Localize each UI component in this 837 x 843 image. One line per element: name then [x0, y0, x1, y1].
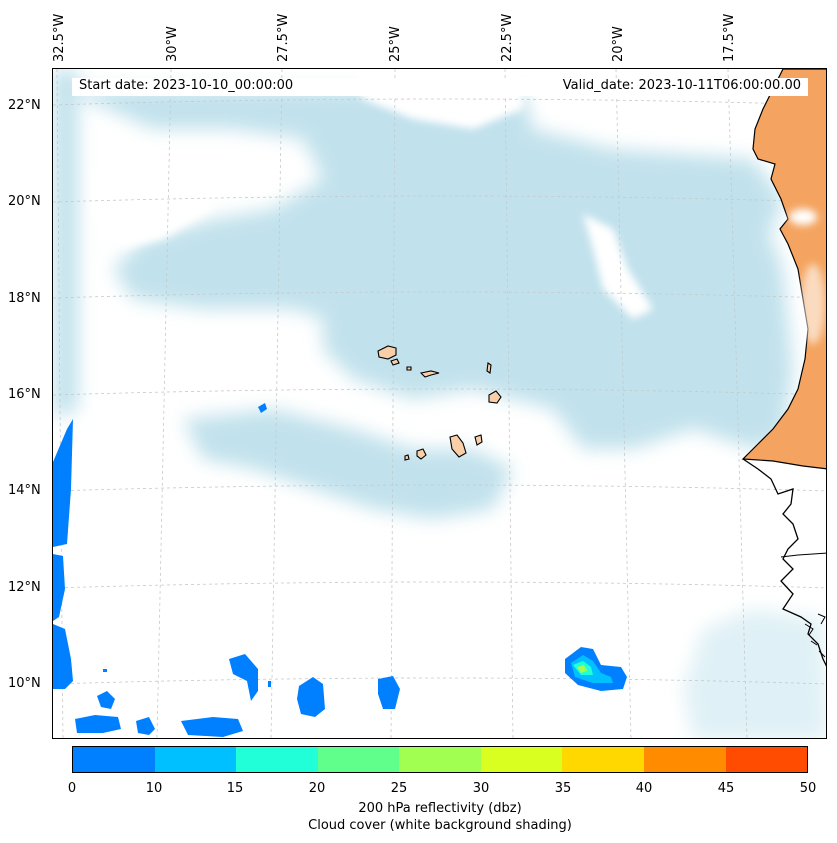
reflectivity-west-edge-3	[53, 624, 73, 689]
island-santa-luzia	[406, 366, 412, 371]
lat-label-10n: 10°N	[8, 676, 41, 691]
cloud-gap-east	[583, 214, 653, 319]
reflectivity-south-4	[181, 717, 243, 737]
date-annotation-box	[72, 78, 808, 96]
lat-label-22n: 22°N	[8, 98, 41, 113]
coast-gambia-river	[780, 552, 826, 558]
colorbar-tick-10: 10	[145, 781, 163, 796]
cloud-cover-layer	[53, 69, 826, 738]
cloud-cover-southeast	[683, 609, 826, 738]
colorbar-tick-30: 30	[472, 781, 490, 796]
colorbar-tick-20: 20	[308, 781, 326, 796]
reflectivity-west-edge-1	[53, 419, 73, 547]
lat-label-20n: 20°N	[8, 194, 41, 209]
colorbar-tick-35: 35	[554, 781, 572, 796]
island-fogo	[416, 448, 427, 460]
lon-label-32-5w: 32.5°W	[52, 13, 67, 62]
colorbar-bin-4	[399, 747, 481, 772]
colorbar-bin-3	[317, 747, 400, 772]
colorbar-tick-0: 0	[67, 781, 77, 796]
reflectivity-west-edge-2	[53, 554, 65, 621]
lat-label-18n: 18°N	[8, 291, 41, 306]
island-sao-vicente	[390, 358, 400, 366]
reflectivity-speck-1	[258, 403, 267, 413]
colorbar-bin-1	[154, 747, 237, 772]
island-santiago	[449, 434, 467, 458]
colorbar-bin-6	[562, 747, 644, 772]
island-santo-antao	[377, 345, 397, 360]
valid-date: Valid_date: 2023-10-11T06:00:00.00	[562, 78, 801, 93]
cloud-cover-central-band	[323, 179, 793, 449]
lon-label-27-5w: 27.5°W	[276, 13, 291, 62]
coast-guinea-bissau-islands	[804, 613, 826, 658]
colorbar-bin-2	[236, 747, 318, 772]
colorbar-tick-45: 45	[717, 781, 735, 796]
reflectivity-speck-3	[268, 681, 271, 687]
colorbar	[72, 746, 808, 773]
island-sao-nicolau	[419, 370, 440, 378]
colorbar-label: 200 hPa reflectivity (dbz)	[358, 801, 522, 816]
map-panel	[52, 68, 827, 739]
reflectivity-south-6	[297, 677, 325, 717]
reflectivity-south-1	[75, 715, 121, 733]
cape-verde-islands	[377, 345, 502, 461]
land-ice-patch	[789, 209, 825, 344]
lat-label-16n: 16°N	[8, 387, 41, 402]
colorbar-bin-7	[643, 747, 726, 772]
reflectivity-south-5	[229, 654, 258, 701]
start-date: Start date: 2023-10-10_00:00:00	[79, 78, 294, 93]
coast-senegal	[742, 458, 826, 667]
lon-label-25w: 25°W	[388, 26, 403, 62]
colorbar-tick-40: 40	[635, 781, 653, 796]
colorbar-tick-50: 50	[799, 781, 817, 796]
island-boa-vista	[488, 390, 502, 404]
land-mauritania	[741, 69, 826, 470]
lat-label-14n: 14°N	[8, 483, 41, 498]
colorbar-tick-15: 15	[226, 781, 244, 796]
reflectivity-south-3	[136, 717, 155, 735]
colorbar-sublabel: Cloud cover (white background shading)	[308, 818, 572, 833]
map-canvas	[53, 69, 826, 738]
colorbar-bin-0	[73, 747, 155, 772]
reflectivity-south-7	[378, 676, 400, 709]
cloud-cover-west-strip	[53, 69, 78, 419]
island-maio	[474, 434, 483, 446]
lon-label-22-5w: 22.5°W	[500, 13, 515, 62]
island-sal	[486, 362, 492, 374]
cloud-cover-south-band	[183, 409, 513, 519]
lon-label-20w: 20°W	[611, 26, 626, 62]
lat-label-12n: 12°N	[8, 580, 41, 595]
island-brava	[404, 454, 410, 461]
reflectivity-speck-2	[103, 669, 107, 672]
colorbar-bin-8	[725, 747, 808, 772]
colorbar-tick-25: 25	[390, 781, 408, 796]
reflectivity-south-2	[97, 691, 115, 709]
cloud-gap-west	[93, 169, 213, 249]
lon-label-17-5w: 17.5°W	[722, 13, 737, 62]
lon-label-30w: 30°W	[165, 26, 180, 62]
colorbar-bin-5	[480, 747, 563, 772]
reflectivity-cell-east-core-3	[577, 665, 587, 673]
reflectivity-layer	[53, 403, 627, 737]
